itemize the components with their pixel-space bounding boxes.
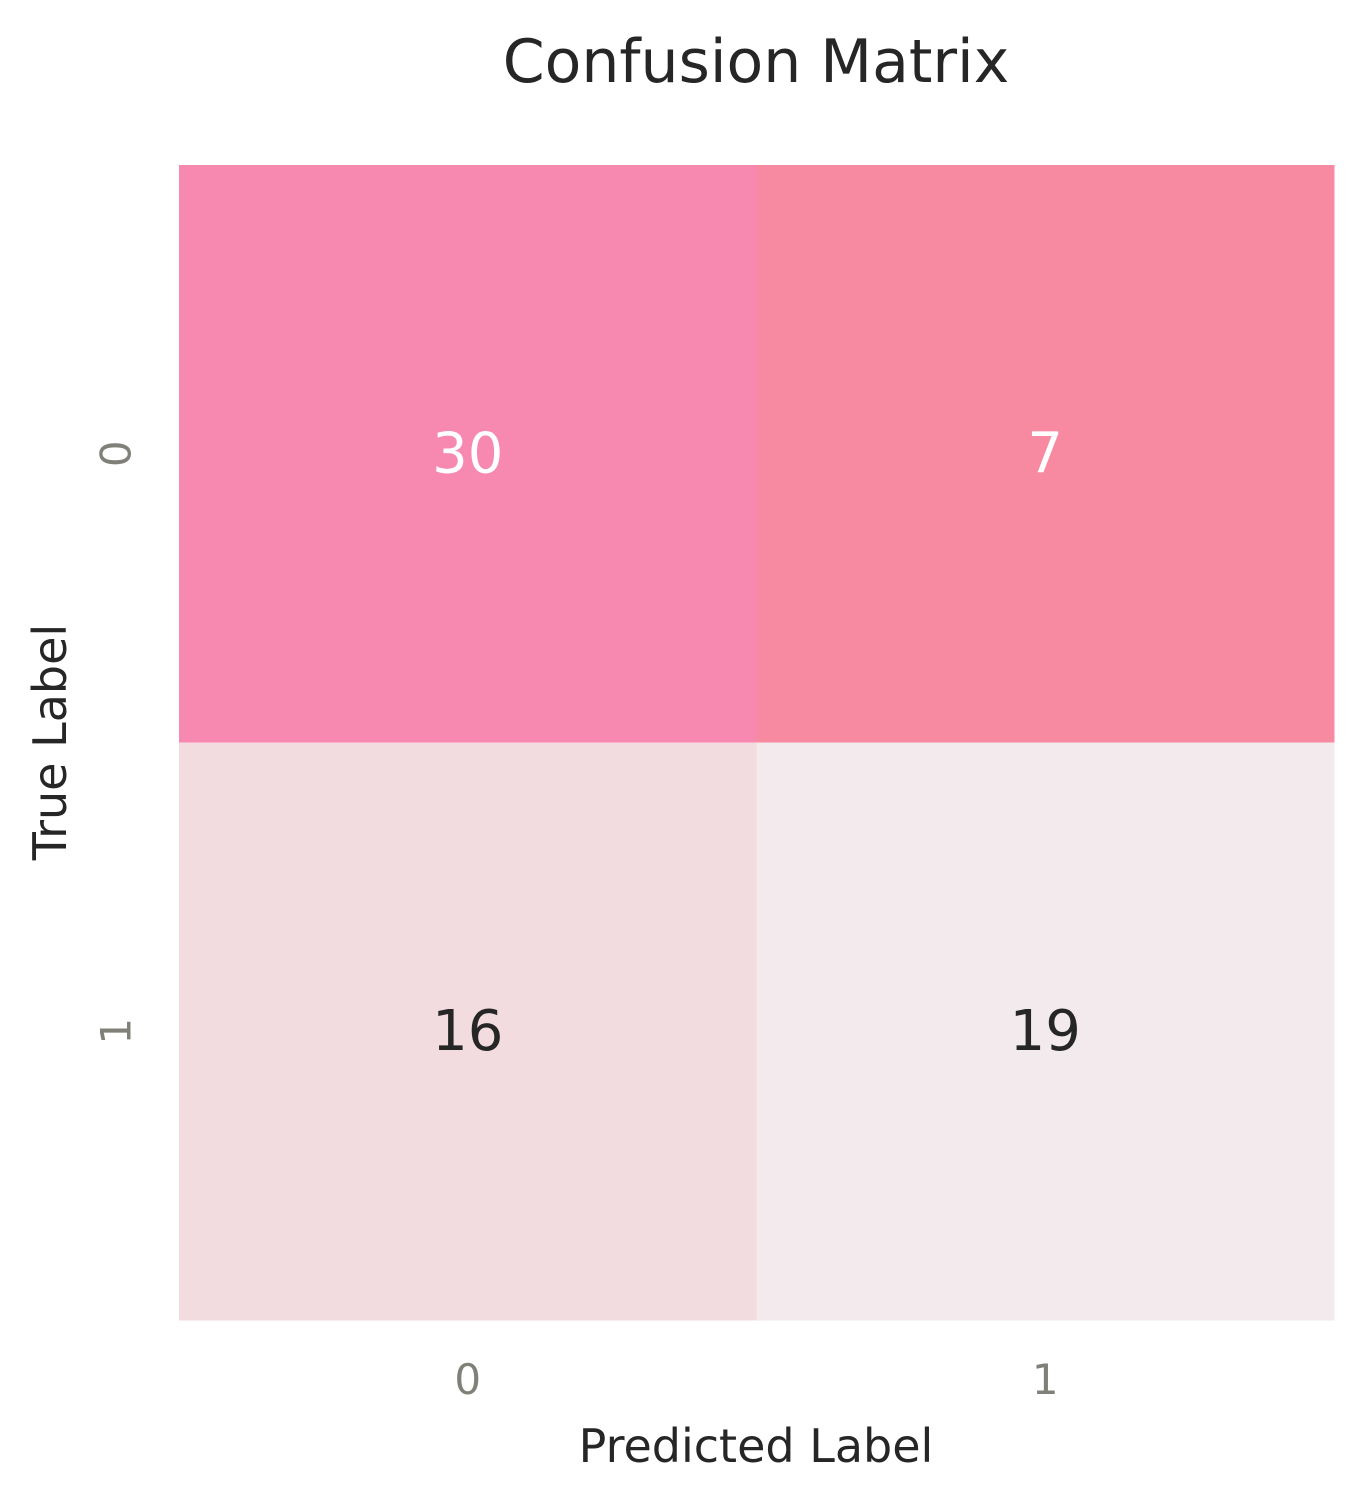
- y-axis-label: True Label: [23, 624, 77, 861]
- cell-value-r0-c1: 7: [1027, 421, 1063, 486]
- heatmap-cell-r0-c0: [179, 165, 757, 743]
- y-tick-label-0: 0: [92, 440, 141, 467]
- cell-value-r1-c0: 16: [432, 999, 503, 1064]
- heatmap-cell-r1-c1: [756, 742, 1335, 1321]
- y-tick-label-1: 1: [92, 1018, 141, 1045]
- heatmap-cells: [179, 165, 1335, 1321]
- x-axis-label: Predicted Label: [579, 1419, 934, 1473]
- y-axis-ticks: 01: [92, 440, 141, 1044]
- cell-value-r0-c0: 30: [432, 421, 503, 486]
- heatmap-cell-r0-c1: [756, 165, 1335, 743]
- cell-value-r1-c1: 19: [1010, 999, 1081, 1064]
- heatmap-cell-labels: 30 7 16 19: [432, 421, 1081, 1064]
- x-tick-label-0: 0: [454, 1355, 481, 1404]
- chart-title: Confusion Matrix: [503, 27, 1009, 97]
- heatmap-cell-r1-c0: [179, 742, 757, 1321]
- x-tick-label-1: 1: [1032, 1355, 1059, 1404]
